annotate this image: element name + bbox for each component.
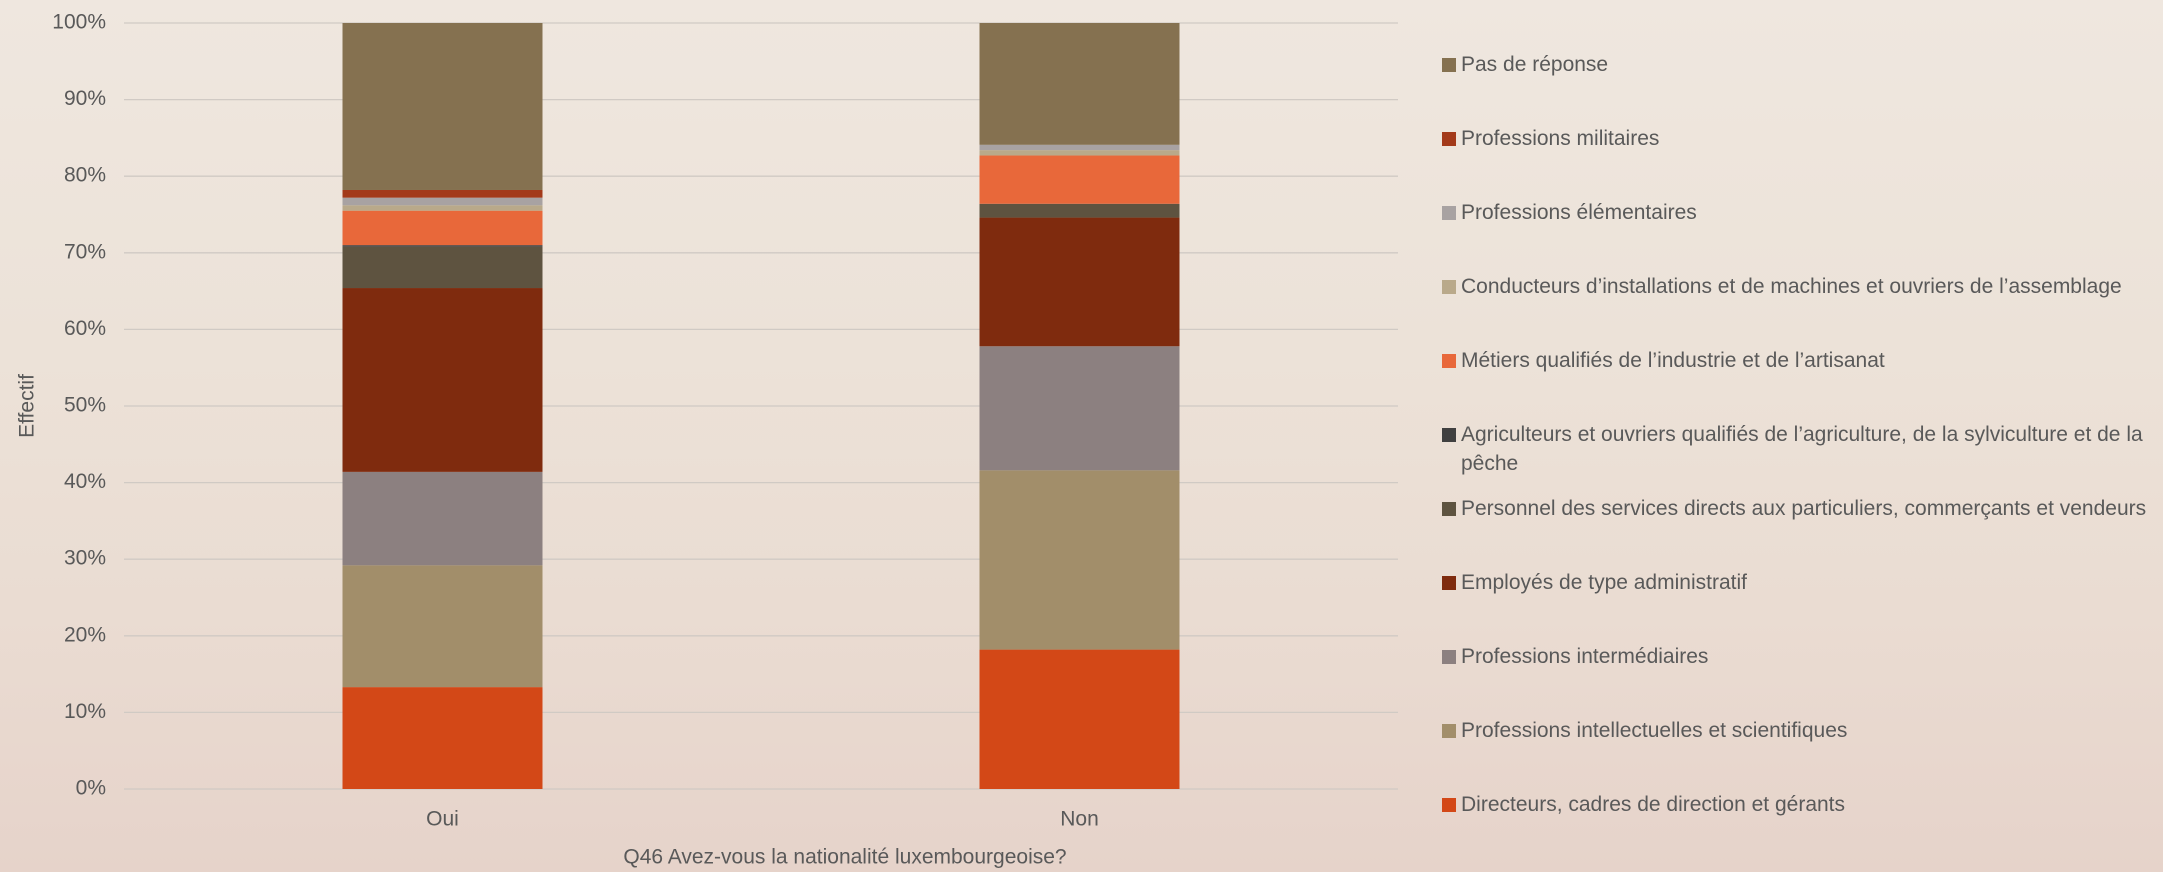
bar-segment <box>979 155 1180 204</box>
y-axis-title: Effectif <box>16 374 39 438</box>
bar-segment <box>342 189 543 198</box>
legend-label: Employés de type administratif <box>1461 571 1747 594</box>
legend-swatch <box>1442 576 1456 590</box>
y-tick-label: 70% <box>64 240 106 263</box>
legend-item: Pas de réponse <box>1442 50 2157 79</box>
y-tick-label: 30% <box>64 547 106 570</box>
legend-item: Agriculteurs et ouvriers qualifiés de l’… <box>1442 420 2157 478</box>
bar-segment <box>979 649 1180 789</box>
bar-segment <box>342 246 543 289</box>
y-tick-label: 80% <box>64 164 106 187</box>
x-axis-title: Q46 Avez-vous la nationalité luxembourge… <box>623 846 1066 869</box>
x-tick-label: Non <box>1060 808 1099 831</box>
legend-label: Agriculteurs et ouvriers qualifiés de l’… <box>1461 423 2143 475</box>
x-tick-label: Oui <box>426 808 459 831</box>
legend-item: Professions élémentaires <box>1442 198 2157 227</box>
legend-label: Conducteurs d’installations et de machin… <box>1461 275 2122 298</box>
bar-segment <box>342 197 543 206</box>
bar-segment <box>979 217 1180 347</box>
y-tick-label: 90% <box>64 87 106 110</box>
legend-label: Professions militaires <box>1461 127 1660 150</box>
legend-swatch <box>1442 132 1456 146</box>
y-tick-label: 40% <box>64 470 106 493</box>
legend-label: Personnel des services directs aux parti… <box>1461 497 2147 520</box>
y-tick-label: 50% <box>64 394 106 417</box>
bar-segment <box>342 288 543 472</box>
bar-segment <box>979 23 1180 145</box>
legend-label: Métiers qualifiés de l’industrie et de l… <box>1461 349 1885 372</box>
legend-item: Métiers qualifiés de l’industrie et de l… <box>1442 346 2157 375</box>
y-tick-label: 60% <box>64 317 106 340</box>
y-tick-label: 100% <box>52 11 106 34</box>
legend-label: Directeurs, cadres de direction et géran… <box>1461 793 1846 816</box>
bar-segment <box>342 205 543 211</box>
legend-item: Employés de type administratif <box>1442 568 2157 597</box>
legend-item: Professions militaires <box>1442 124 2157 153</box>
bar-segment <box>979 346 1180 471</box>
legend-swatch <box>1442 724 1456 738</box>
y-tick-label: 0% <box>76 777 106 800</box>
bar-segment <box>342 565 543 688</box>
legend-label: Pas de réponse <box>1461 53 1609 76</box>
bar-segment <box>979 144 1180 151</box>
bar-segment <box>979 470 1180 650</box>
bar-segment <box>342 23 543 190</box>
y-tick-label: 10% <box>64 700 106 723</box>
legend-item: Professions intermédiaires <box>1442 642 2157 671</box>
bar-segment <box>979 150 1180 156</box>
bar-segment <box>342 210 543 246</box>
legend-item: Conducteurs d’installations et de machin… <box>1442 272 2157 301</box>
bar-segment <box>342 471 543 566</box>
legend-swatch <box>1442 280 1456 294</box>
legend-label: Professions intermédiaires <box>1461 645 1709 668</box>
legend-label: Professions élémentaires <box>1461 201 1697 224</box>
legend-swatch <box>1442 58 1456 72</box>
legend-item: Directeurs, cadres de direction et géran… <box>1442 790 2157 819</box>
y-tick-label: 20% <box>64 623 106 646</box>
legend-item: Professions intellectuelles et scientifi… <box>1442 716 2157 745</box>
bar-segment <box>342 687 543 789</box>
legend-swatch <box>1442 354 1456 368</box>
legend-label: Professions intellectuelles et scientifi… <box>1461 719 1848 742</box>
legend-swatch <box>1442 502 1456 516</box>
legend-swatch <box>1442 428 1456 442</box>
legend-swatch <box>1442 650 1456 664</box>
bar-segment <box>979 203 1180 218</box>
legend-swatch <box>1442 206 1456 220</box>
legend-item: Personnel des services directs aux parti… <box>1442 494 2157 523</box>
bar-segment <box>342 245 543 247</box>
legend-swatch <box>1442 798 1456 812</box>
